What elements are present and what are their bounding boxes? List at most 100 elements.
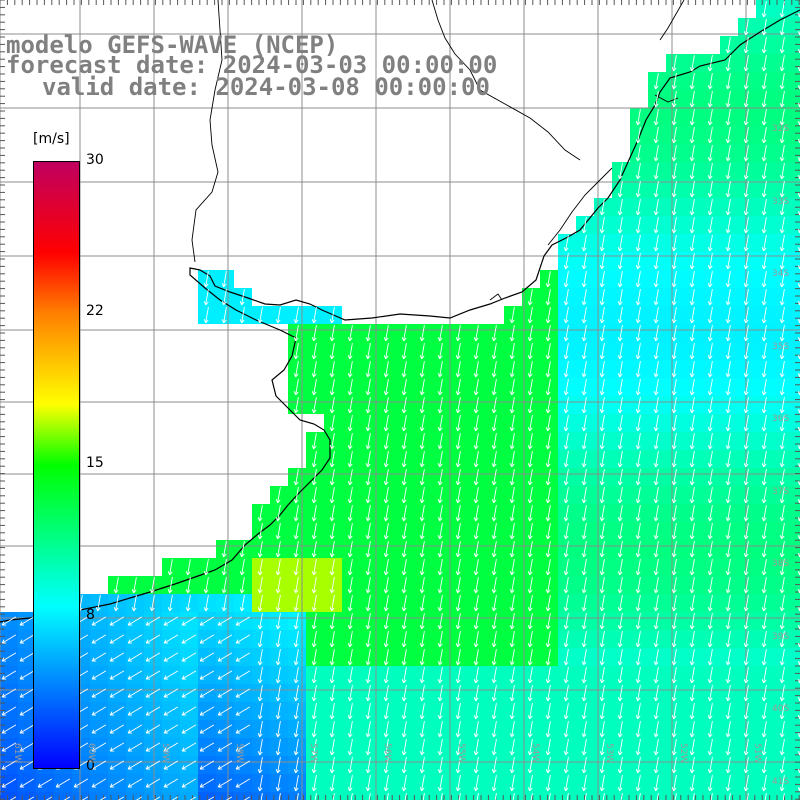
wind-arrow (599, 505, 605, 522)
wind-arrow (167, 577, 173, 594)
wind-arrow (278, 793, 281, 800)
wind-arrow (437, 685, 443, 702)
wind-arrow (563, 343, 569, 360)
wind-arrow (743, 541, 749, 558)
wind-arrow (149, 595, 155, 612)
wind-arrow (725, 109, 731, 126)
wind-arrow (581, 415, 587, 432)
wind-arrow (350, 793, 353, 800)
wind-arrow (797, 624, 800, 630)
wind-arrow (509, 721, 515, 738)
wind-arrow (743, 127, 749, 144)
wind-arrow (163, 670, 179, 680)
wind-arrow (217, 652, 233, 662)
wind-arrow (743, 757, 749, 774)
wind-cell (792, 36, 800, 54)
wind-arrow (689, 325, 695, 342)
wind-arrow (207, 796, 215, 800)
wind-arrow (365, 487, 371, 504)
wind-arrow (311, 595, 317, 612)
wind-arrow (761, 37, 767, 54)
wind-arrow (653, 487, 659, 504)
wind-arrow (527, 739, 533, 756)
wind-arrow (689, 361, 695, 378)
wind-arrow (329, 307, 335, 324)
wind-arrow (419, 649, 425, 666)
wind-arrow (689, 217, 695, 234)
wind-arrow (797, 498, 800, 504)
wind-arrow (163, 688, 179, 698)
wind-arrow (1, 688, 17, 698)
wind-arrow (725, 433, 731, 450)
wind-arrow (779, 487, 785, 504)
wind-arrow (419, 325, 425, 342)
wind-arrow (797, 282, 800, 288)
wind-arrow (19, 670, 35, 680)
wind-arrow (332, 793, 335, 800)
wind-arrow (581, 505, 587, 522)
wind-cell (522, 792, 540, 800)
wind-cell (792, 504, 800, 522)
wind-arrow (761, 289, 767, 306)
wind-arrow (145, 724, 161, 734)
wind-arrow (581, 271, 587, 288)
wind-arrow (401, 703, 407, 720)
wind-arrow (545, 541, 551, 558)
wind-arrow (455, 343, 461, 360)
wind-arrow (581, 523, 587, 540)
wind-arrow (743, 433, 749, 450)
wind-arrow (761, 145, 767, 162)
wind-arrow (181, 760, 197, 770)
wind-arrow (725, 73, 731, 90)
wind-arrow (95, 595, 101, 612)
wind-arrow (689, 253, 695, 270)
wind-arrow (653, 235, 659, 252)
wind-arrow (599, 703, 605, 720)
wind-arrow (386, 793, 389, 800)
wind-arrow (311, 487, 317, 504)
wind-arrow (127, 760, 143, 770)
wind-arrow (548, 793, 551, 800)
wind-arrow (689, 343, 695, 360)
wind-arrow (419, 379, 425, 396)
wind-arrow (653, 703, 659, 720)
wind-arrow (581, 685, 587, 702)
wind-arrow (653, 613, 659, 630)
wind-arrow (293, 523, 299, 540)
wind-arrow (620, 793, 623, 800)
wind-arrow (692, 793, 695, 800)
wind-arrow (509, 523, 515, 540)
wind-arrow (347, 469, 353, 486)
wind-arrow (743, 181, 749, 198)
wind-arrow (455, 721, 461, 738)
wind-arrow (401, 595, 407, 612)
wind-arrow (199, 670, 215, 680)
wind-arrow (599, 541, 605, 558)
wind-arrow (221, 289, 227, 306)
wind-arrow (638, 793, 641, 800)
wind-arrow (1, 742, 17, 752)
lat-label: 41S (772, 776, 790, 787)
wind-arrow (109, 778, 125, 788)
wind-arrow (37, 778, 53, 788)
wind-arrow (563, 559, 569, 576)
wind-arrow (545, 577, 551, 594)
wind-arrow (437, 505, 443, 522)
wind-cell (126, 792, 144, 800)
lat-label: 34S (772, 269, 790, 279)
wind-arrow (145, 688, 161, 698)
wind-arrow (419, 559, 425, 576)
wind-arrow (761, 181, 767, 198)
wind-arrow (257, 757, 263, 774)
wind-arrow (707, 649, 713, 666)
wind-arrow (797, 462, 800, 468)
wind-arrow (779, 127, 785, 144)
wind-arrow (566, 793, 569, 800)
wind-arrow (181, 742, 197, 752)
wind-arrow (653, 667, 659, 684)
wind-arrow (329, 649, 335, 666)
wind-cell (792, 666, 800, 684)
wind-arrow (419, 433, 425, 450)
